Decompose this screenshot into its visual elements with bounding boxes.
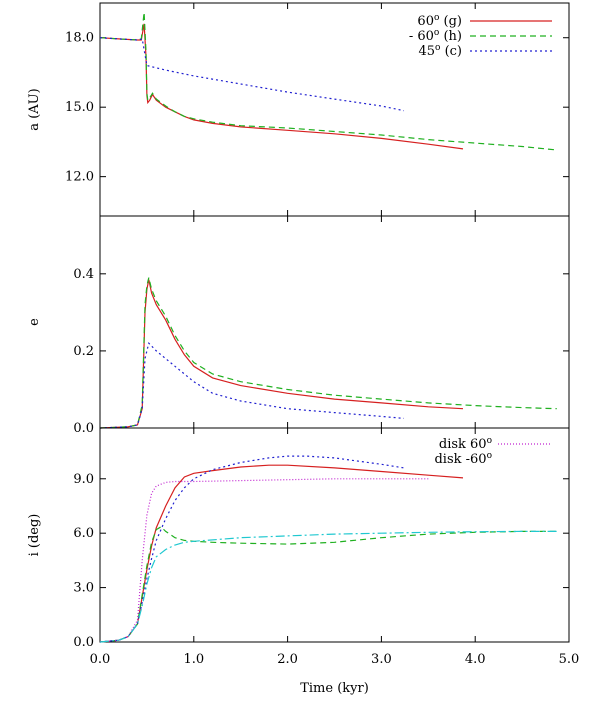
x-tick-label: 0.0: [90, 652, 111, 667]
legend: 60o (g)- 60o (h)45o (c): [409, 13, 552, 59]
series-line: [99, 464, 464, 643]
panel-frame: [99, 215, 570, 429]
panel-2: 0.0 0.2 0.4 e: [27, 215, 570, 436]
x-tick-label: 2.0: [277, 652, 298, 667]
legend-label: 60o (g): [417, 13, 462, 29]
x-tick-label: 3.0: [371, 652, 392, 667]
y-tick-label: 0.4: [73, 267, 94, 282]
series-line: [99, 530, 557, 643]
series-line: [99, 12, 557, 151]
panel-frame: [99, 427, 570, 643]
y-axis-label: i (deg): [27, 514, 42, 557]
y-tick-label: 0.0: [73, 421, 94, 436]
y-tick-label: 0.0: [73, 635, 94, 650]
y-axis-label: e: [27, 318, 42, 326]
y-tick-label: 6.0: [73, 526, 94, 541]
y-tick-label: 3.0: [73, 581, 94, 596]
y-tick-label: 18.0: [65, 31, 94, 46]
series-line: [99, 455, 404, 643]
series-line: [99, 277, 557, 429]
legend-label: disk 60o: [439, 436, 492, 452]
y-tick-label: 12.0: [65, 170, 94, 185]
series-line: [99, 37, 405, 112]
y-tick-label: 0.2: [73, 344, 94, 359]
x-axis-label: Time (kyr): [300, 681, 369, 696]
x-tick-label: 4.0: [465, 652, 486, 667]
series-line: [99, 478, 429, 643]
series-line: [99, 342, 404, 429]
series-line: [99, 23, 464, 150]
y-axis-label: a (AU): [27, 88, 42, 130]
legend-label: - 60o (h): [409, 28, 462, 44]
legend-label: disk -60o: [434, 451, 492, 467]
x-tick-label: 5.0: [559, 652, 580, 667]
y-tick-label: 9.0: [73, 472, 94, 487]
legend-label: 45o (c): [418, 43, 462, 59]
panel-3: 0.0 3.0 6.0 9.0 0.0 1.0 2.0 3.0 4.0 5.0 i (deg) Tim…: [27, 427, 580, 696]
series-line: [99, 526, 557, 643]
y-tick-label: 15.0: [65, 100, 94, 115]
x-tick-label: 1.0: [183, 652, 204, 667]
series-line: [99, 279, 464, 429]
panel-1: 12.0 15.0 18.0 a (AU) 60o (g)- 60o (h)45o (c…: [27, 2, 570, 217]
